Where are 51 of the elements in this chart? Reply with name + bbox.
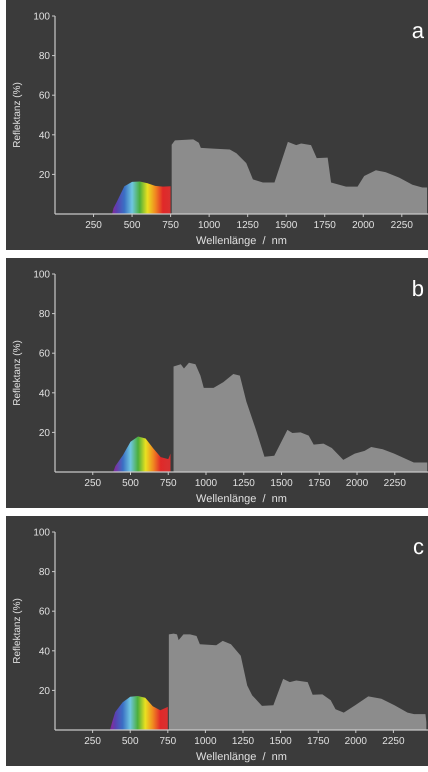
x-tick-label: 2000: [352, 220, 375, 231]
x-tick-label: 1500: [275, 220, 298, 231]
y-tick-label: 40: [38, 130, 50, 142]
x-tick-label: 1000: [198, 220, 221, 231]
annotation: a: [412, 18, 425, 43]
y-tick-label: 40: [38, 646, 50, 658]
x-axis-title: Wellenlänge / nm: [196, 751, 287, 763]
annotation: b: [412, 276, 424, 301]
y-tick-label: 100: [33, 528, 50, 538]
y-tick-label: 20: [38, 686, 50, 697]
x-tick-label: 750: [162, 220, 180, 231]
y-tick-label: 20: [38, 428, 50, 439]
y-tick-label: 100: [33, 12, 50, 22]
x-tick-label: 750: [159, 736, 177, 747]
x-tick-label: 1000: [194, 478, 218, 489]
y-tick-label: 40: [38, 388, 50, 400]
x-tick-label: 2250: [384, 478, 406, 489]
y-axis-title: Reflektanz (%): [12, 82, 23, 148]
x-tick-label: 2250: [382, 736, 405, 747]
x-tick-label: 1250: [232, 736, 255, 747]
y-tick-label: 60: [38, 348, 50, 360]
x-tick-label: 2250: [390, 220, 414, 231]
y-tick-label: 80: [38, 567, 50, 578]
x-tick-label: 750: [160, 478, 178, 489]
y-axis-title: Reflektanz (%): [12, 340, 23, 406]
y-tick-label: 20: [38, 170, 50, 181]
x-tick-label: 250: [84, 736, 102, 747]
y-tick-label: 80: [38, 51, 50, 62]
x-tick-label: 1750: [308, 478, 331, 489]
x-tick-label: 2000: [344, 736, 368, 747]
x-tick-label: 1250: [236, 220, 260, 231]
x-tick-label: 500: [122, 478, 140, 489]
x-tick-label: 2000: [346, 478, 369, 489]
y-tick-label: 60: [38, 606, 50, 618]
x-axis-title: Wellenlänge / nm: [196, 235, 287, 247]
annotation: c: [413, 534, 424, 559]
x-tick-label: 1750: [307, 736, 330, 747]
x-tick-label: 1750: [314, 220, 336, 231]
x-axis-title: Wellenlänge / nm: [196, 493, 287, 505]
y-axis-title: Reflektanz (%): [12, 598, 23, 664]
x-tick-label: 500: [122, 736, 139, 747]
x-tick-label: 1250: [232, 478, 256, 489]
y-tick-label: 60: [38, 90, 50, 102]
x-tick-label: 1500: [269, 736, 292, 747]
x-tick-label: 1000: [194, 736, 217, 747]
y-tick-label: 80: [38, 309, 50, 320]
x-tick-label: 250: [84, 478, 102, 489]
x-tick-label: 250: [85, 220, 102, 231]
x-tick-label: 1500: [270, 478, 294, 489]
y-tick-label: 100: [33, 270, 50, 280]
x-tick-label: 500: [124, 220, 141, 231]
